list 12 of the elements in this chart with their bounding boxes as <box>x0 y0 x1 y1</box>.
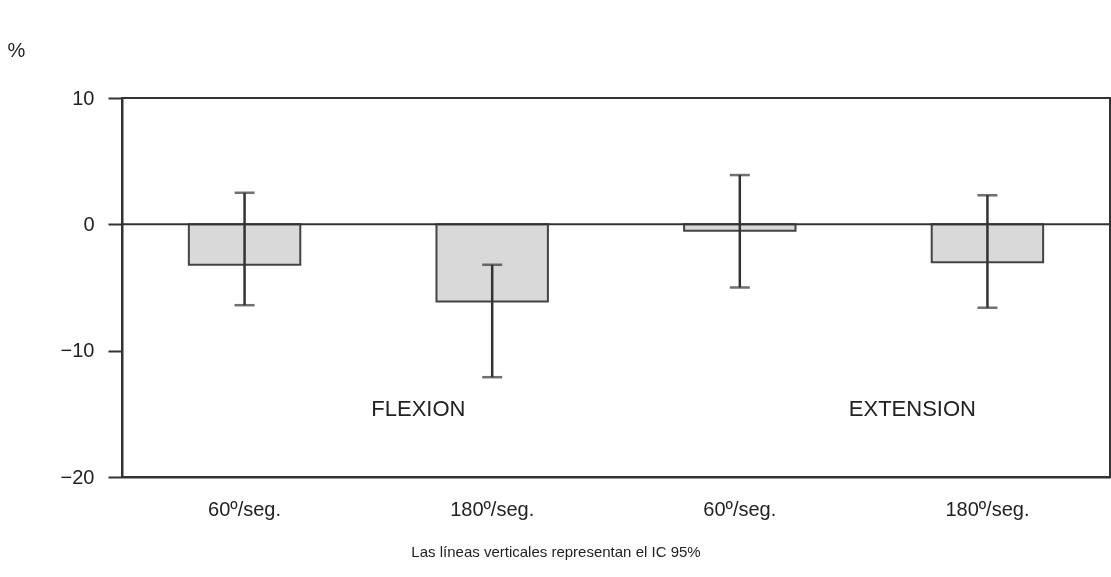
x-tick-label: 180º/seg. <box>945 497 1030 520</box>
x-tick-label: 180º/seg. <box>450 497 535 520</box>
x-tick-label: 60º/seg. <box>703 497 777 520</box>
y-tick-label: 0 <box>83 212 95 235</box>
annotation: EXTENSION <box>848 395 976 421</box>
y-tick-label: −10 <box>60 339 95 362</box>
x-tick-label: 60º/seg. <box>208 497 282 520</box>
y-tick-label: 10 <box>72 86 95 109</box>
annotation: FLEXION <box>371 395 466 421</box>
text: Las líneas verticales representan el IC 95% <box>411 543 701 560</box>
y-axis-title: % <box>7 38 26 61</box>
y-tick-label: −20 <box>60 465 95 488</box>
